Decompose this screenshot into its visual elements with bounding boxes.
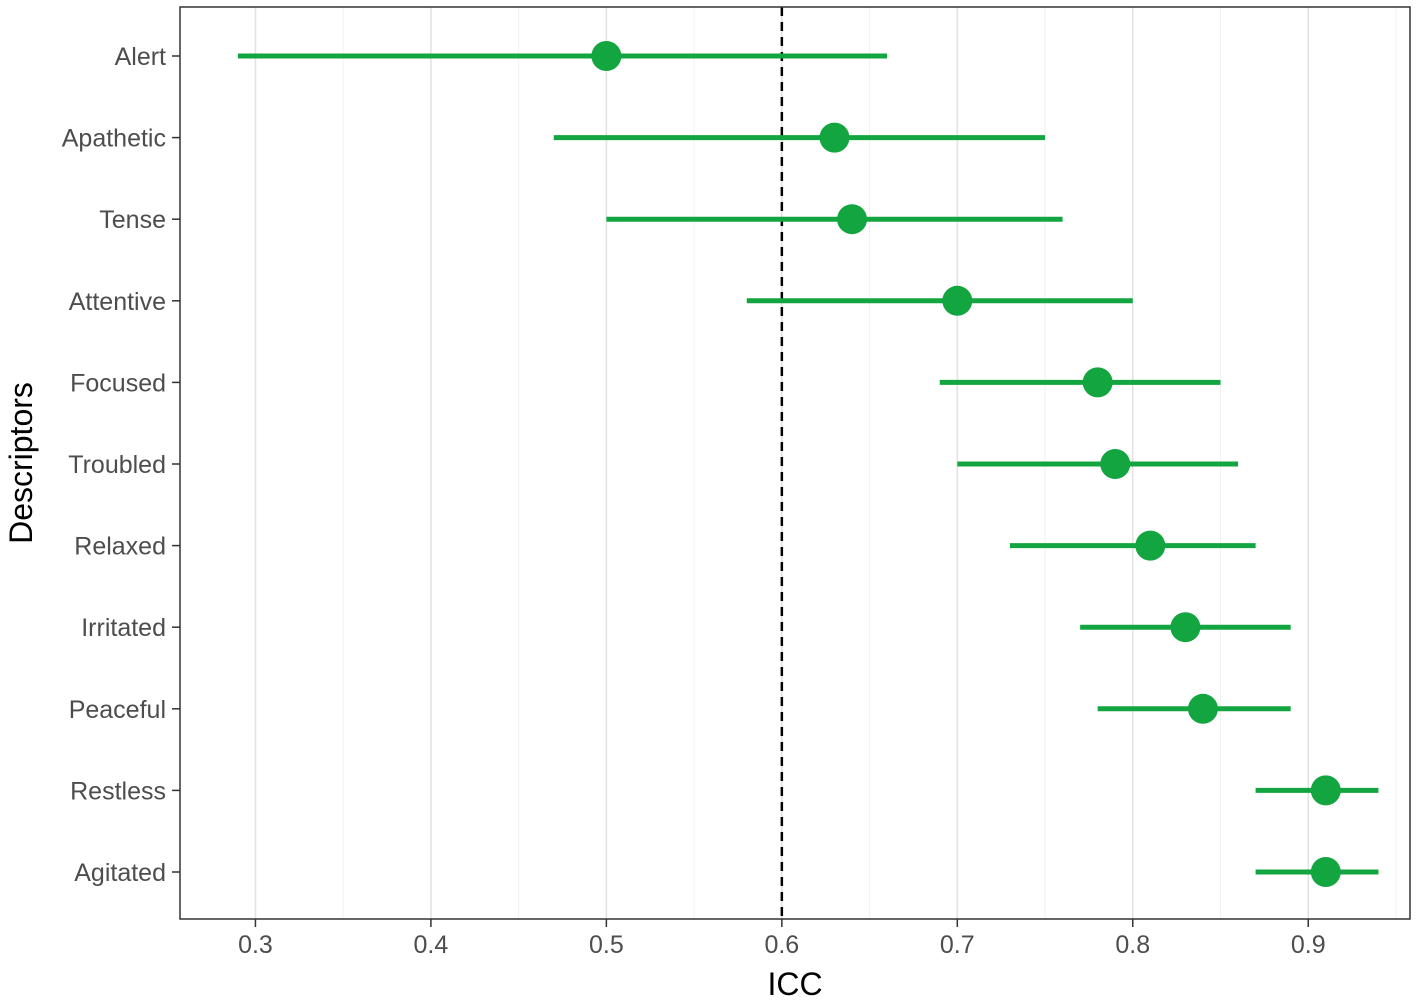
y-tick-label: Agitated: [74, 859, 166, 887]
point-estimate-restless: [1310, 775, 1341, 806]
point-estimate-agitated: [1310, 857, 1341, 887]
point-estimate-troubled: [1100, 449, 1131, 479]
point-estimate-attentive: [942, 285, 973, 316]
y-axis: Alert Apathetic Tense Attentive Focused Troub…: [62, 43, 180, 887]
x-tick-label: 0.9: [1291, 931, 1326, 959]
y-tick-label: Irritated: [81, 614, 166, 642]
x-tick-label: 0.4: [414, 931, 449, 959]
point-estimate-focused: [1082, 367, 1113, 398]
y-tick-label: Tense: [99, 206, 166, 234]
y-tick-label: Apathetic: [62, 125, 166, 153]
x-tick-label: 0.5: [589, 931, 624, 959]
x-tick-label: 0.3: [238, 931, 273, 959]
panel-border: [179, 6, 1411, 920]
point-estimate-tense: [837, 204, 868, 235]
y-tick-label: Relaxed: [74, 533, 166, 561]
x-axis: 0.3 0.4 0.5 0.6 0.7 0.8 0.9: [238, 919, 1326, 959]
y-tick-label: Focused: [70, 369, 166, 397]
x-tick-label: 0.6: [764, 931, 799, 959]
x-tick-label: 0.7: [940, 931, 975, 959]
y-axis-title: Descriptors: [3, 382, 39, 544]
data-marks: [237, 41, 1379, 887]
point-estimate-relaxed: [1135, 530, 1166, 561]
y-tick-label: Restless: [70, 777, 166, 805]
y-tick-label: Troubled: [68, 451, 166, 479]
x-tick-label: 0.8: [1115, 931, 1150, 959]
point-estimate-peaceful: [1187, 693, 1218, 724]
x-axis-title: ICC: [767, 966, 822, 1002]
point-estimate-apathetic: [819, 122, 850, 153]
point-estimate-irritated: [1170, 612, 1201, 643]
y-tick-label: Attentive: [69, 288, 166, 316]
y-tick-label: Alert: [115, 43, 166, 71]
y-tick-label: Peaceful: [69, 696, 166, 724]
point-estimate-alert: [591, 41, 622, 71]
